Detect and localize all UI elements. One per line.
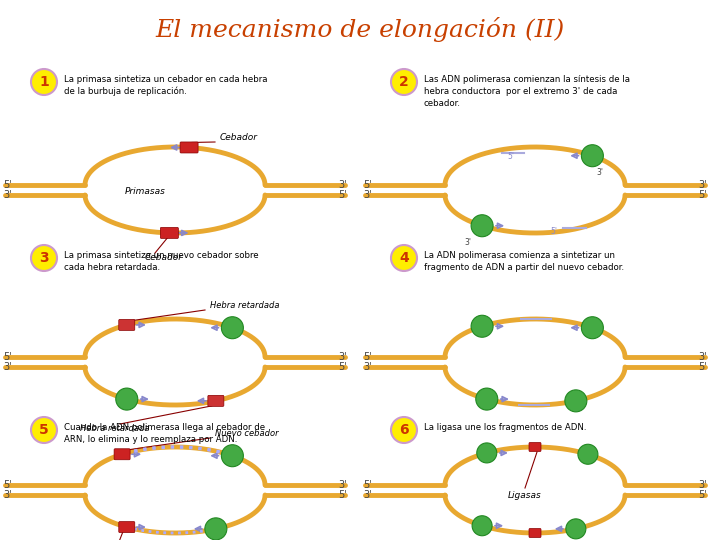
Circle shape [476,388,498,410]
Text: ARN, lo elimina y lo reemplaza por ADN.: ARN, lo elimina y lo reemplaza por ADN. [64,435,238,444]
Text: 5': 5' [338,490,347,500]
Circle shape [391,245,417,271]
Circle shape [205,518,227,540]
Circle shape [566,519,586,539]
Circle shape [565,390,587,412]
Circle shape [391,69,417,95]
Text: 5': 5' [364,180,372,190]
FancyBboxPatch shape [119,320,135,330]
Text: 3': 3' [4,190,12,200]
Text: 3': 3' [364,490,372,500]
Circle shape [471,315,493,338]
Circle shape [31,417,57,443]
Text: 3': 3' [698,480,706,490]
Text: La primasa sintetiza un cebador en cada hebra: La primasa sintetiza un cebador en cada … [64,75,268,84]
Circle shape [221,317,243,339]
Text: 3': 3' [4,362,12,372]
Circle shape [471,215,493,237]
Circle shape [221,445,243,467]
Text: 5': 5' [698,362,707,372]
Text: 5': 5' [4,180,12,190]
Text: 4: 4 [399,251,409,265]
Text: 3': 3' [364,190,372,200]
Text: Hebra retardada: Hebra retardada [80,424,150,433]
Text: cada hebra retardada.: cada hebra retardada. [64,263,160,272]
Text: Cuando la ADN polimerasa llega al cebador de: Cuando la ADN polimerasa llega al cebado… [64,423,265,432]
Text: 5': 5' [698,490,707,500]
Text: 5': 5' [4,352,12,362]
Text: Cebador: Cebador [145,253,183,262]
Text: El mecanismo de elongación (II): El mecanismo de elongación (II) [156,17,564,43]
Circle shape [578,444,598,464]
Circle shape [31,245,57,271]
Text: 3': 3' [364,362,372,372]
Text: 5': 5' [550,227,557,237]
Text: La primasa sintetiza un nuevo cebador sobre: La primasa sintetiza un nuevo cebador so… [64,251,258,260]
Text: 3': 3' [698,180,706,190]
Text: 3': 3' [338,180,346,190]
FancyBboxPatch shape [161,227,179,239]
Text: La ligasa une los fragmentos de ADN.: La ligasa une los fragmentos de ADN. [424,423,587,432]
Text: 5': 5' [338,362,347,372]
Text: Primasas: Primasas [125,187,166,197]
FancyBboxPatch shape [529,529,541,537]
Text: 5': 5' [364,480,372,490]
FancyBboxPatch shape [119,522,135,532]
Text: 5': 5' [338,190,347,200]
Circle shape [391,417,417,443]
FancyBboxPatch shape [114,449,130,460]
Text: Hebra retardada: Hebra retardada [210,301,279,310]
Circle shape [31,69,57,95]
Text: 5': 5' [364,352,372,362]
Circle shape [477,443,497,463]
FancyBboxPatch shape [180,142,198,153]
Text: 3': 3' [4,490,12,500]
Text: 5': 5' [4,480,12,490]
Text: 3': 3' [338,352,346,362]
Text: Las ADN polimerasa comienzan la síntesis de la: Las ADN polimerasa comienzan la síntesis… [424,75,630,84]
Text: La ADN polimerasa comienza a sintetizar un: La ADN polimerasa comienza a sintetizar … [424,251,615,260]
Circle shape [472,516,492,536]
Text: 2: 2 [399,75,409,89]
Circle shape [581,317,603,339]
Text: fragmento de ADN a partir del nuevo cebador.: fragmento de ADN a partir del nuevo ceba… [424,263,624,272]
FancyBboxPatch shape [529,442,541,451]
FancyBboxPatch shape [208,395,224,407]
Circle shape [581,145,603,167]
Text: 1: 1 [39,75,49,89]
Text: Ligasas: Ligasas [508,490,542,500]
Text: 6: 6 [399,423,409,437]
Text: 3: 3 [39,251,49,265]
Text: de la burbuja de replicación.: de la burbuja de replicación. [64,87,187,97]
Circle shape [116,388,138,410]
Text: hebra conductora  por el extremo 3' de cada: hebra conductora por el extremo 3' de ca… [424,87,617,96]
Text: cebador.: cebador. [424,99,461,108]
Text: Cebador: Cebador [220,133,258,142]
Text: 3': 3' [596,168,603,177]
Text: 5': 5' [507,152,514,161]
Text: 5': 5' [698,190,707,200]
Text: 3': 3' [338,480,346,490]
Text: 3': 3' [464,238,471,247]
Text: 5: 5 [39,423,49,437]
Text: 3': 3' [698,352,706,362]
Text: Nuevo cebador: Nuevo cebador [215,429,279,438]
